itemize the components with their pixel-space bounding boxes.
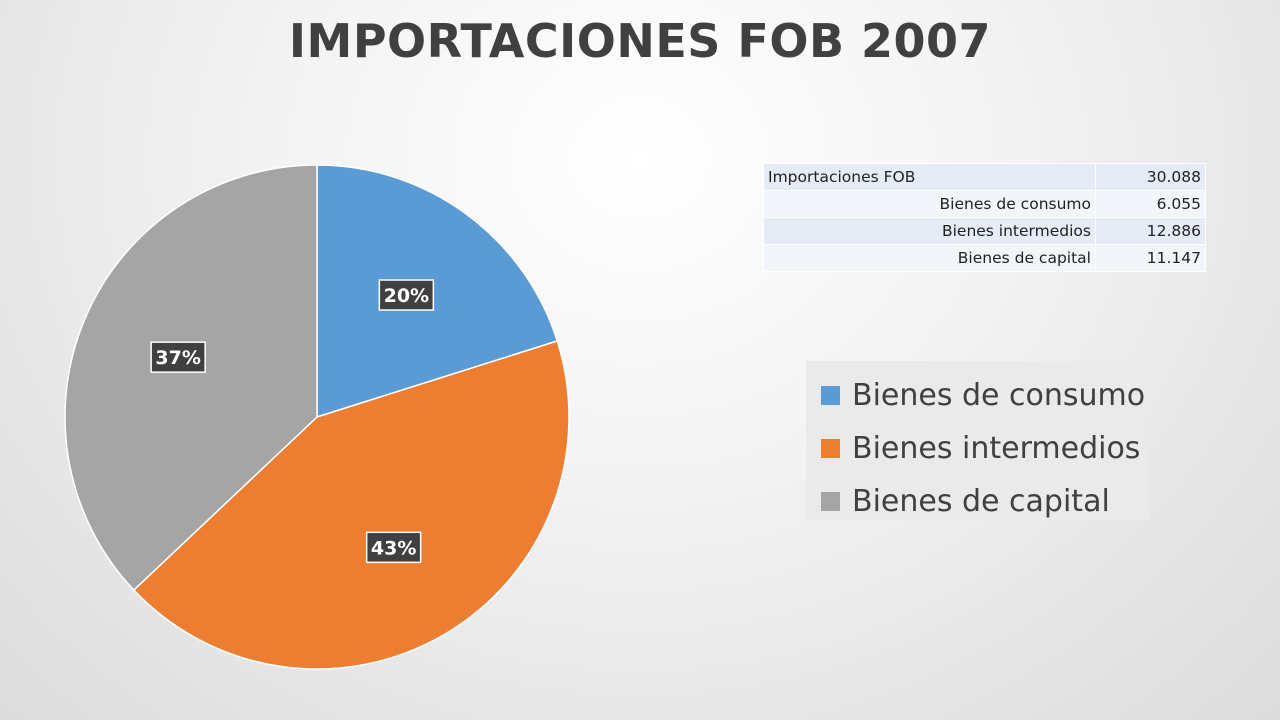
table-cell-value: 30.088 [1095,163,1206,191]
legend-swatch [821,386,840,405]
data-label-capital: 37% [150,341,206,373]
data-label-text: 43% [371,537,416,559]
pie-slice-consumo [316,164,559,419]
chart-title: IMPORTACIONES FOB 2007 [288,14,992,68]
table-cell-value: 11.147 [1095,244,1206,272]
data-label-text: 37% [155,347,200,369]
data-label-box [378,279,435,311]
legend-item-capital: Bienes de capital [821,475,1149,528]
data-label-box [150,341,206,373]
table-row: Importaciones FOB 30.088 [763,163,1206,191]
table-row: Bienes intermedios 12.886 [763,217,1206,245]
table-row: Bienes de consumo 6.055 [763,190,1206,218]
table-cell-value: 12.886 [1095,217,1206,245]
legend-item-consumo: Bienes de consumo [821,369,1149,422]
table-cell-label: Bienes intermedios [763,217,1096,245]
legend-label: Bienes intermedios [852,431,1141,466]
legend-label: Bienes de capital [852,484,1110,519]
data-label-box [365,531,422,564]
table-cell-label: Importaciones FOB [763,163,1096,191]
pie-slice-intermedios [132,340,570,670]
table-cell-label: Bienes de capital [763,244,1096,272]
legend-swatch [821,439,840,458]
data-label-consumo: 20% [378,279,435,311]
table-cell-label: Bienes de consumo [763,190,1096,218]
data-label-intermedios: 43% [365,531,422,564]
legend-label: Bienes de consumo [852,378,1146,413]
table-row: Bienes de capital 11.147 [763,244,1206,272]
data-table: Importaciones FOB 30.088 Bienes de consu… [763,163,1206,272]
data-label-text: 20% [384,285,429,307]
pie-slice-capital [64,164,318,592]
chart-legend: Bienes de consumo Bienes intermedios Bie… [806,361,1149,520]
legend-item-intermedios: Bienes intermedios [821,422,1149,475]
table-cell-value: 6.055 [1095,190,1206,218]
legend-swatch [821,492,840,511]
